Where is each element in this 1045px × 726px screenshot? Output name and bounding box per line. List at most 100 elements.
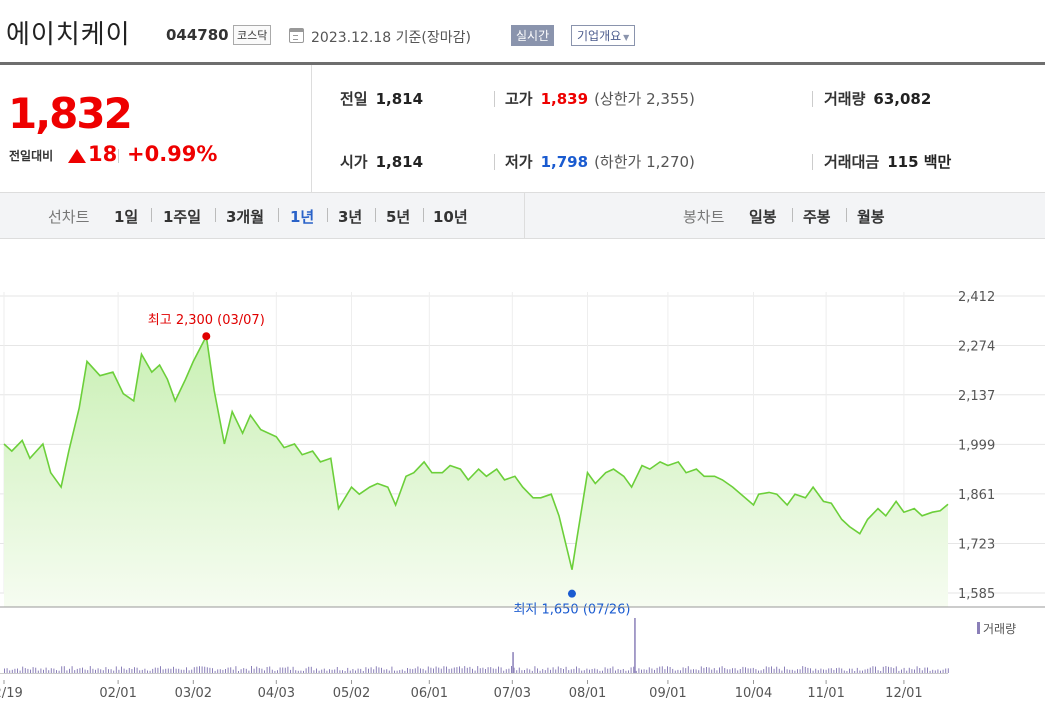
volume-bar xyxy=(214,670,216,673)
tab-candle-monthly[interactable]: 월봉 xyxy=(857,208,885,226)
volume-bar xyxy=(565,666,567,673)
volume-bar xyxy=(24,668,26,673)
volume-bar xyxy=(440,668,442,673)
volume-bar xyxy=(165,668,167,673)
volume-bar xyxy=(916,666,918,673)
volume-bar xyxy=(212,668,213,673)
volume-bar xyxy=(253,668,255,673)
volume-bar xyxy=(846,671,848,673)
volume-bar xyxy=(407,668,408,673)
volume-bar xyxy=(126,669,128,673)
volume-bar xyxy=(576,666,577,673)
stat-open: 시가 1,814 xyxy=(340,151,423,172)
volume-bar xyxy=(630,667,632,673)
price-area xyxy=(4,336,948,607)
tab-period-3m[interactable]: 3개월 xyxy=(226,208,265,226)
tab-period-1y[interactable]: 1년 xyxy=(290,208,315,226)
tab-period-1w[interactable]: 1주일 xyxy=(163,208,202,226)
volume-bar xyxy=(290,669,291,673)
volume-bar xyxy=(443,666,445,673)
change-divider xyxy=(118,149,119,163)
volume-bar xyxy=(654,669,655,673)
company-overview-button[interactable]: 기업개요 ▼ xyxy=(571,25,636,46)
realtime-button[interactable]: 실시간 xyxy=(511,25,555,46)
volume-bar xyxy=(287,666,289,673)
volume-bar xyxy=(136,667,138,673)
volume-bar xyxy=(230,667,232,673)
tab-period-10y[interactable]: 10년 xyxy=(433,208,468,226)
volume-bar xyxy=(851,668,853,673)
volume-bar xyxy=(9,670,11,673)
tab-divider xyxy=(215,208,216,222)
volume-bar xyxy=(388,670,390,673)
volume-bar xyxy=(784,666,785,673)
tab-candle-weekly[interactable]: 주봉 xyxy=(803,208,831,226)
tab-period-3y[interactable]: 3년 xyxy=(338,208,363,226)
volume-bar xyxy=(435,666,437,673)
volume-bar xyxy=(339,670,341,673)
volume-bar xyxy=(635,670,637,673)
price-summary: 1,832 전일대비 18 +0.99% xyxy=(0,65,312,192)
stat-low: 저가 1,798 (하한가 1,270) xyxy=(505,151,695,172)
volume-bar xyxy=(420,668,421,673)
x-tick-label: 09/01 xyxy=(649,686,686,701)
volume-bar xyxy=(578,668,580,673)
stat-volume: 거래량 63,082 xyxy=(824,88,931,109)
volume-bar xyxy=(154,667,156,673)
volume-bar xyxy=(570,669,572,673)
volume-bar xyxy=(929,670,931,673)
volume-bar xyxy=(940,670,941,673)
volume-bar xyxy=(235,666,237,673)
change-percent: +0.99% xyxy=(127,142,218,166)
volume-bar xyxy=(201,666,203,673)
volume-bar xyxy=(628,670,629,673)
volume-bar xyxy=(830,668,832,673)
volume-bar xyxy=(95,669,96,673)
volume-legend-swatch xyxy=(977,622,980,634)
low-marker xyxy=(567,589,576,598)
volume-bar xyxy=(404,670,406,673)
volume-bar xyxy=(908,667,910,673)
volume-bar xyxy=(245,668,247,673)
tab-period-5y[interactable]: 5년 xyxy=(386,208,411,226)
volume-bar xyxy=(602,670,603,673)
price-divider xyxy=(0,192,1045,193)
tab-candle-daily[interactable]: 일봉 xyxy=(749,208,777,226)
volume-bar xyxy=(934,670,936,673)
volume-bar xyxy=(732,668,733,673)
volume-bar xyxy=(157,667,159,673)
volume-bar xyxy=(30,669,31,673)
tab-divider xyxy=(792,208,793,222)
line-chart-label: 선차트 xyxy=(48,208,90,226)
volume-bar xyxy=(438,667,440,673)
volume-bar xyxy=(776,666,778,673)
volume-bar xyxy=(524,670,525,673)
up-arrow-icon xyxy=(68,149,86,163)
volume-bar xyxy=(719,667,720,673)
volume-bar xyxy=(687,666,689,673)
volume-bar xyxy=(37,670,39,673)
volume-bar xyxy=(386,669,388,673)
stat-label: 거래량 xyxy=(824,90,866,108)
volume-bar xyxy=(817,670,819,673)
volume-bar xyxy=(875,666,876,673)
volume-bar xyxy=(534,666,536,673)
price-line xyxy=(3,333,949,570)
volume-bar xyxy=(373,669,375,673)
volume-bar xyxy=(89,666,91,673)
volume-bar xyxy=(633,666,635,673)
volume-bar xyxy=(342,670,343,673)
volume-bar xyxy=(789,669,791,673)
volume-bar xyxy=(97,668,99,673)
volume-bar xyxy=(227,667,229,673)
tab-period-1d[interactable]: 1일 xyxy=(114,208,139,226)
volume-bar xyxy=(82,667,83,673)
volume-bar xyxy=(799,669,801,673)
volume-bar xyxy=(612,666,614,673)
volume-bar xyxy=(690,669,692,673)
volume-bar xyxy=(664,669,666,673)
volume-bar xyxy=(355,670,356,673)
chart-tab-bar: 선차트 1일 1주일 3개월 1년 3년 5년 10년 봉차트 일봉 주봉 월봉 xyxy=(0,193,1045,239)
volume-bar xyxy=(771,666,772,673)
volume-bar xyxy=(503,670,505,673)
